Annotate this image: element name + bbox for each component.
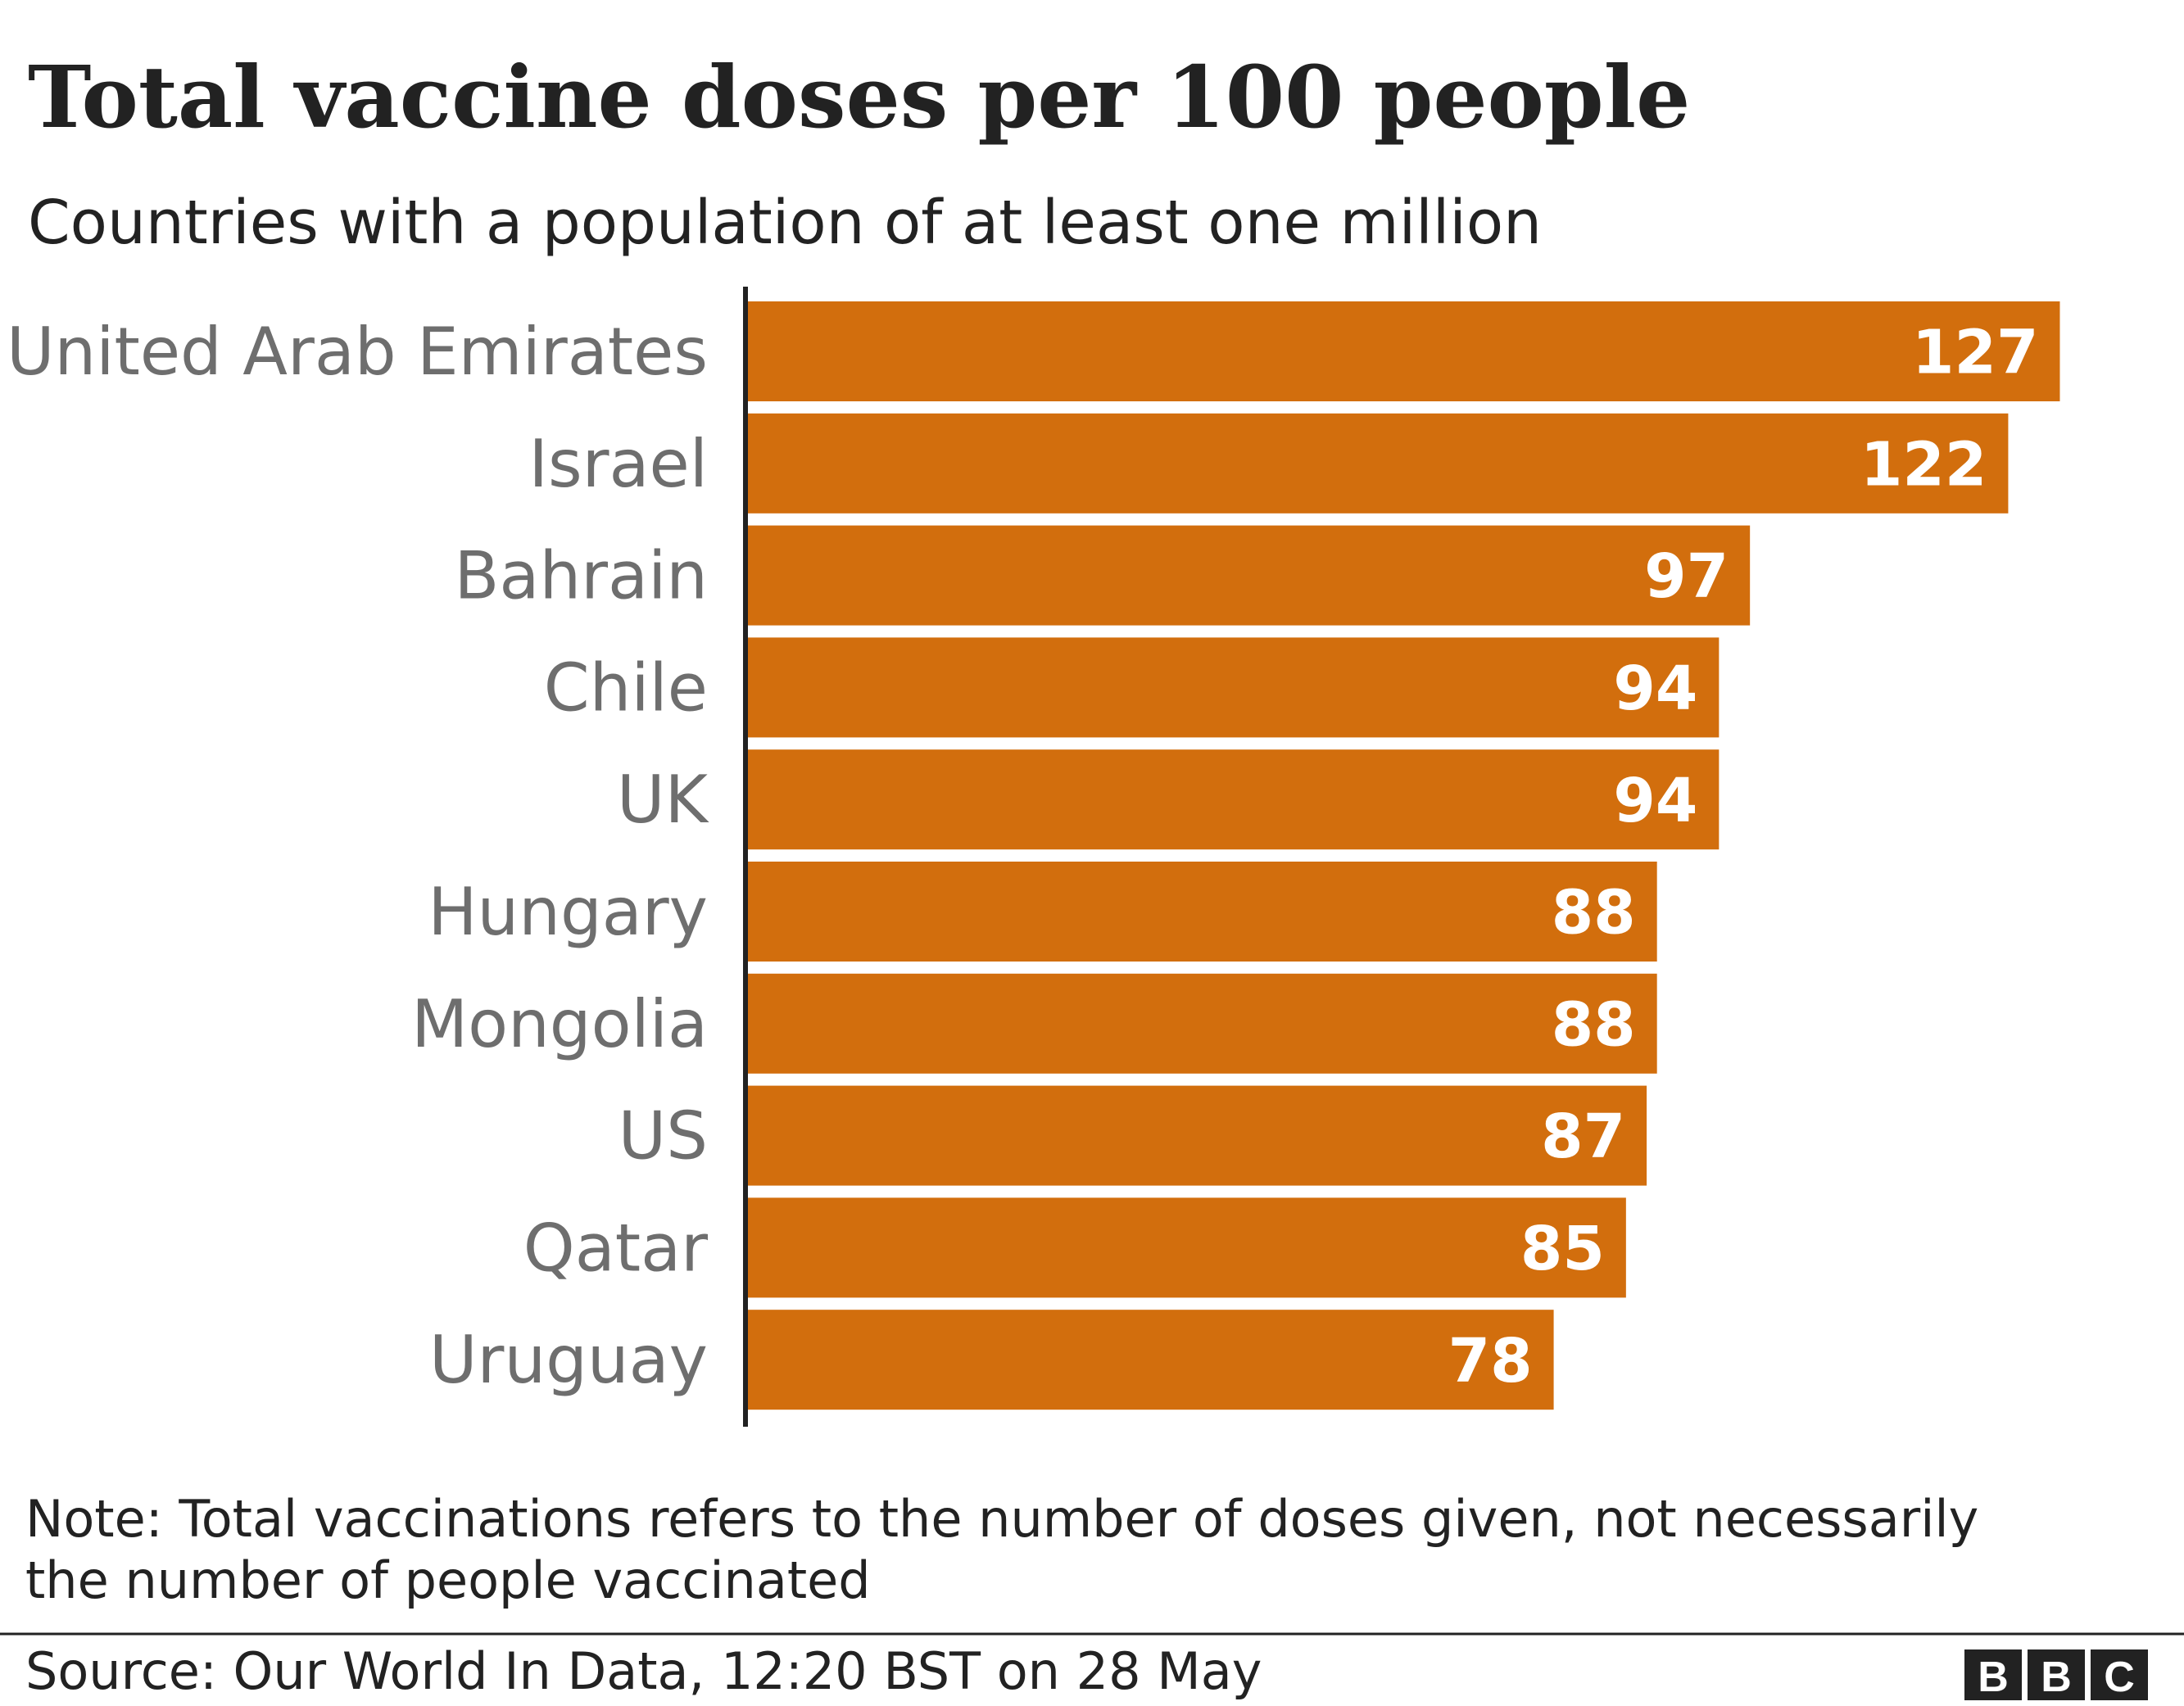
bar	[748, 862, 1657, 962]
category-label: Bahrain	[455, 538, 708, 614]
chart-title: Total vaccine doses per 100 people	[28, 47, 1690, 147]
bar	[748, 973, 1657, 1074]
source-text: Source: Our World In Data, 12:20 BST on …	[25, 1641, 1262, 1701]
category-label: Hungary	[428, 874, 708, 950]
value-label: 122	[1860, 429, 1987, 500]
bar	[748, 637, 1720, 738]
note-line-1: Note: Total vaccinations refers to the n…	[25, 1489, 1978, 1549]
category-label: Uruguay	[429, 1322, 708, 1398]
bar	[748, 525, 1751, 626]
value-label: 78	[1448, 1326, 1533, 1396]
bbc-logo-letter-1: B	[1978, 1654, 2009, 1701]
value-label: 88	[1552, 989, 1636, 1060]
chart-note: Note: Total vaccinations refers to the n…	[25, 1489, 1995, 1610]
bars-group: United Arab Emirates 127 Israel 122 Bahrain 9…	[7, 301, 2060, 1410]
chart-subtitle: Countries with a population of at least …	[28, 188, 1542, 258]
category-label: US	[618, 1098, 708, 1174]
bbc-logo: B B C	[1964, 1649, 2148, 1701]
bbc-logo-letter-3: C	[2104, 1654, 2135, 1701]
bbc-logo-block-3	[2091, 1649, 2148, 1700]
category-label: Chile	[544, 649, 708, 726]
value-label: 87	[1541, 1102, 1625, 1172]
value-label: 97	[1644, 541, 1729, 612]
bar	[748, 1085, 1647, 1186]
bbc-logo-block-1	[1964, 1649, 2022, 1700]
value-label: 85	[1520, 1214, 1605, 1284]
note-line-2: the number of people vaccinated	[25, 1550, 871, 1610]
category-label: Mongolia	[411, 986, 708, 1062]
bar	[748, 1310, 1554, 1410]
category-label: Qatar	[523, 1210, 708, 1286]
bbc-logo-block-2	[2028, 1649, 2085, 1700]
value-label: 88	[1552, 878, 1636, 948]
bar	[748, 413, 2009, 514]
category-label: United Arab Emirates	[7, 314, 708, 390]
bar	[748, 1197, 1626, 1298]
value-label: 94	[1613, 654, 1697, 724]
category-label: UK	[617, 762, 710, 838]
bar	[748, 749, 1720, 850]
bbc-logo-letter-2: B	[2041, 1654, 2072, 1701]
category-label: Israel	[528, 426, 708, 502]
value-label: 94	[1613, 766, 1697, 836]
value-label: 127	[1912, 318, 2038, 388]
bar	[748, 301, 2060, 401]
